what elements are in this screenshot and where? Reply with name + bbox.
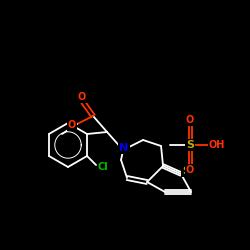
- Text: Cl: Cl: [98, 162, 108, 172]
- Text: N: N: [120, 143, 129, 153]
- Text: S: S: [186, 140, 194, 150]
- Text: O: O: [68, 120, 76, 130]
- Text: O: O: [186, 165, 194, 175]
- Text: O: O: [186, 115, 194, 125]
- Text: O: O: [78, 92, 86, 102]
- Text: S: S: [182, 166, 190, 176]
- Text: OH: OH: [209, 140, 225, 150]
